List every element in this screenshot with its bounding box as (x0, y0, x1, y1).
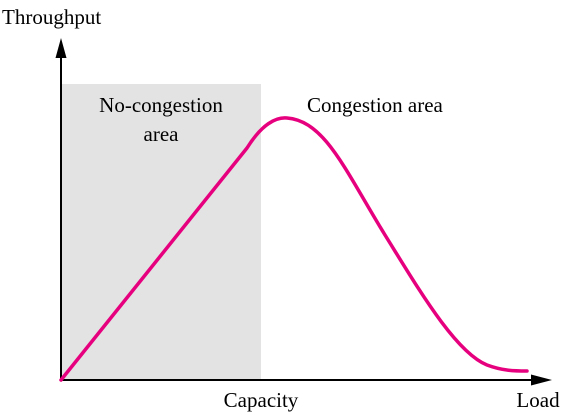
no-congestion-label-line1: No-congestion (99, 93, 223, 117)
x-axis-arrowhead (531, 374, 552, 386)
x-axis-label: Load (516, 388, 560, 412)
no-congestion-region (61, 84, 261, 380)
no-congestion-label-line2: area (144, 122, 180, 146)
y-axis-label: Throughput (2, 5, 101, 29)
capacity-label: Capacity (224, 388, 299, 412)
congestion-area-label: Congestion area (307, 93, 444, 117)
throughput-curve (59, 116, 529, 382)
y-axis-arrowhead (55, 38, 67, 58)
